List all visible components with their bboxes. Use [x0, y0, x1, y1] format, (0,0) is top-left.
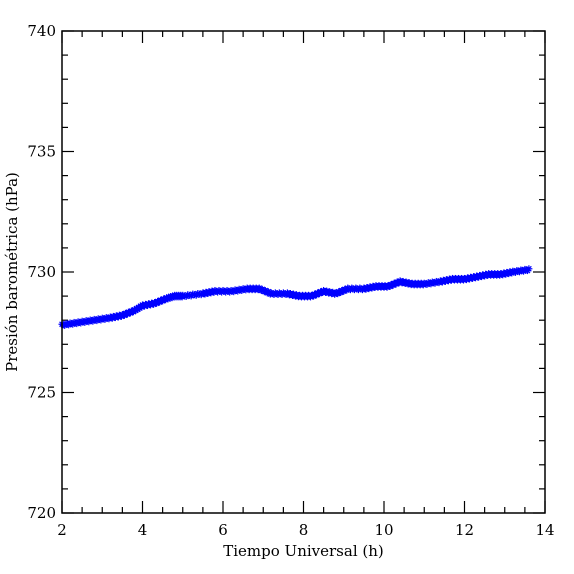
y-tick-label: 735 — [27, 143, 56, 161]
x-tick-label: 14 — [535, 521, 554, 539]
x-tick-label: 6 — [218, 521, 228, 539]
y-tick-label: 720 — [27, 504, 56, 522]
y-axis-title: Presión barométrica (hPa) — [3, 172, 21, 372]
x-tick-label: 10 — [374, 521, 393, 539]
y-tick-label: 730 — [27, 263, 56, 281]
x-tick-label: 4 — [138, 521, 148, 539]
x-axis-title: Tiempo Universal (h) — [223, 542, 384, 560]
tick-labels: 2 4 6 8 10 12 14 720 725 730 735 740 — [27, 22, 554, 539]
axis-ticks — [61, 30, 546, 514]
y-tick-label: 740 — [27, 22, 56, 40]
x-tick-label: 12 — [455, 521, 474, 539]
x-tick-label: 8 — [299, 521, 309, 539]
x-tick-label: 2 — [57, 521, 67, 539]
data-points — [58, 265, 533, 329]
data-point — [525, 265, 533, 273]
plot-frame — [61, 30, 546, 514]
y-tick-label: 725 — [27, 384, 56, 402]
